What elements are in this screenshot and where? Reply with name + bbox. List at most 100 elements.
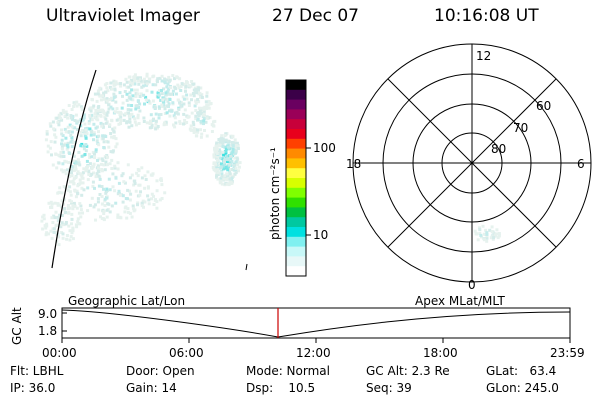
emission-pixel	[90, 155, 94, 159]
emission-pixel	[90, 172, 94, 176]
emission-pixel	[137, 82, 141, 86]
emission-pixel	[189, 124, 193, 128]
emission-pixel	[229, 179, 233, 183]
emission-pixel	[228, 177, 232, 181]
emission-pixel	[158, 89, 162, 92]
emission-pixel	[49, 200, 53, 204]
emission-pixel	[234, 166, 238, 170]
emission-pixel	[97, 166, 100, 170]
emission-pixel	[72, 141, 75, 144]
emission-pixel	[91, 184, 95, 188]
emission-pixel	[228, 163, 232, 167]
emission-pixel	[83, 134, 87, 138]
emission-pixel	[159, 113, 163, 116]
emission-pixel	[70, 171, 73, 175]
emission-pixel	[86, 165, 89, 169]
emission-pixel	[198, 91, 202, 95]
emission-pixel	[229, 182, 233, 185]
emission-pixel	[48, 122, 52, 126]
emission-pixel	[119, 112, 123, 116]
colorbar-band	[286, 236, 306, 248]
emission-pixel	[97, 208, 101, 212]
emission-pixel	[138, 193, 142, 197]
emission-pixel	[236, 157, 240, 161]
emission-pixel	[78, 163, 82, 167]
emission-pixel	[190, 80, 194, 83]
emission-pixel	[90, 196, 94, 200]
emission-pixel	[492, 236, 496, 240]
emission-pixel	[151, 99, 155, 103]
emission-pixel	[105, 196, 109, 200]
emission-pixel	[144, 178, 148, 181]
emission-pixel	[64, 136, 68, 140]
emission-pixel	[110, 119, 114, 123]
emission-pixel	[485, 236, 489, 240]
emission-pixel	[204, 120, 208, 124]
emission-pixel	[192, 131, 196, 134]
emission-pixel	[79, 181, 83, 185]
emission-pixel	[79, 105, 83, 109]
emission-pixel	[101, 136, 105, 140]
emission-pixel	[179, 85, 183, 88]
emission-pixel	[162, 123, 166, 127]
emission-pixel	[104, 191, 108, 195]
emission-pixel	[228, 147, 232, 151]
emission-pixel	[97, 170, 101, 174]
emission-pixel	[60, 138, 64, 142]
emission-pixel	[133, 82, 137, 86]
emission-pixel	[60, 221, 64, 225]
emission-pixel	[216, 155, 220, 159]
emission-pixel	[138, 95, 142, 98]
emission-pixel	[216, 144, 220, 148]
aurora-emission-polar	[473, 224, 501, 243]
emission-pixel	[128, 176, 132, 180]
emission-pixel	[70, 212, 74, 216]
emission-pixel	[133, 79, 137, 83]
emission-pixel	[128, 211, 132, 215]
emission-pixel	[76, 191, 79, 195]
emission-pixel	[121, 172, 125, 176]
info-mode: Mode: Normal	[246, 364, 330, 378]
emission-pixel	[207, 100, 211, 103]
emission-pixel	[47, 201, 51, 205]
emission-pixel	[60, 142, 63, 146]
emission-pixel	[138, 102, 142, 106]
emission-pixel	[102, 210, 106, 213]
polar-label-12: 12	[476, 49, 491, 63]
emission-pixel	[127, 96, 131, 99]
emission-pixel	[197, 88, 200, 92]
emission-pixel	[159, 98, 163, 102]
emission-pixel	[220, 157, 224, 161]
emission-pixel	[185, 97, 189, 101]
emission-pixel	[175, 110, 179, 114]
emission-pixel	[211, 124, 215, 128]
emission-pixel	[77, 211, 81, 215]
emission-pixel	[102, 111, 106, 115]
emission-pixel	[57, 235, 61, 239]
emission-pixel	[140, 204, 144, 208]
emission-pixel	[216, 171, 220, 175]
emission-pixel	[106, 155, 109, 159]
emission-pixel	[100, 157, 104, 161]
emission-pixel	[64, 110, 68, 114]
emission-pixel	[117, 181, 121, 185]
emission-pixel	[200, 96, 204, 99]
emission-pixel	[79, 124, 83, 128]
emission-pixel	[113, 88, 117, 92]
emission-pixel	[193, 104, 197, 108]
colorbar-band	[286, 227, 306, 238]
emission-pixel	[101, 94, 104, 98]
emission-pixel	[138, 109, 142, 113]
emission-pixel	[106, 140, 110, 144]
timeline-y-axis-label: GC Alt	[10, 307, 24, 345]
emission-pixel	[233, 172, 237, 176]
emission-pixel	[192, 88, 196, 92]
emission-pixel	[163, 107, 167, 111]
emission-pixel	[219, 143, 222, 147]
emission-pixel	[115, 142, 119, 146]
emission-pixel	[200, 106, 204, 110]
emission-pixel	[87, 152, 91, 156]
emission-pixel	[85, 168, 89, 171]
emission-pixel	[135, 104, 139, 108]
emission-pixel	[56, 215, 60, 219]
